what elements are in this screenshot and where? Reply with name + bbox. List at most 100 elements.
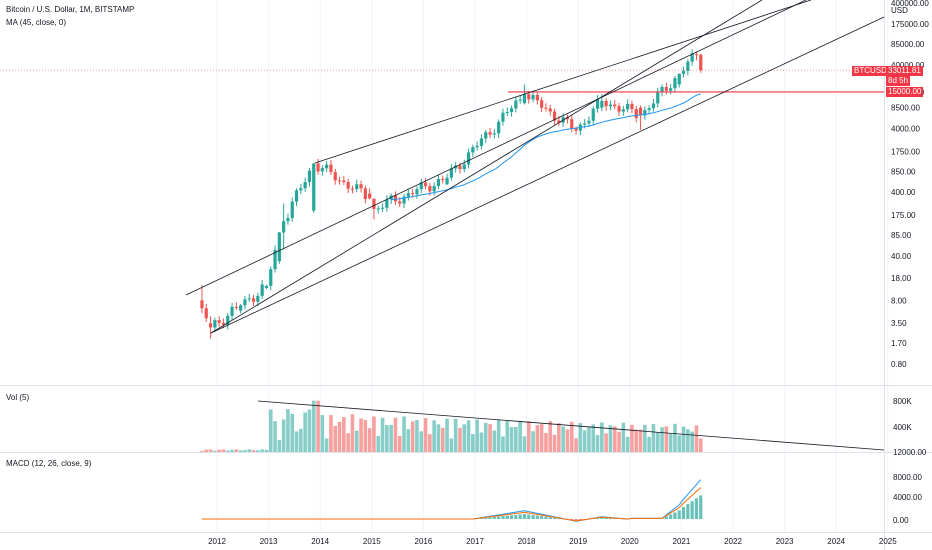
volume-bar — [608, 425, 613, 452]
volume-bar — [367, 428, 372, 452]
candle-body — [445, 177, 449, 185]
volume-bar — [557, 423, 561, 452]
volume-bar — [225, 450, 230, 452]
candle-body — [243, 299, 247, 306]
signal-line — [201, 487, 702, 522]
volume-bar — [354, 430, 359, 452]
macd-legend: MACD (12, 26, close, 9) — [6, 459, 92, 468]
candle-body — [540, 100, 544, 108]
candle-body — [346, 182, 350, 189]
volume-bar — [342, 417, 346, 452]
volume-bar — [698, 438, 703, 452]
volume-bar — [677, 435, 682, 452]
volume-bar — [535, 425, 540, 452]
volume-bar — [526, 421, 531, 452]
volume-bar — [630, 424, 634, 452]
candle-body — [204, 308, 208, 319]
volume-bar — [445, 418, 449, 452]
price-tick-label: USD — [891, 6, 908, 15]
candle-body — [217, 320, 221, 323]
volume-bar — [591, 424, 596, 452]
macd-histogram-bar — [608, 518, 613, 519]
candle-body — [290, 201, 294, 219]
volume-bar — [346, 433, 350, 452]
candle-body — [690, 53, 694, 62]
candle-body — [621, 109, 625, 112]
volume-bar — [221, 449, 226, 452]
volume-bar — [479, 432, 484, 452]
volume-bar — [234, 449, 239, 452]
time-tick-label: 2023 — [776, 537, 794, 546]
volume-bar — [617, 431, 621, 452]
candle-body — [213, 320, 217, 328]
volume-bar — [471, 434, 475, 452]
candle-body — [638, 107, 643, 116]
candle-body — [643, 110, 647, 116]
trendlines[interactable] — [0, 0, 885, 334]
volume-bar — [432, 420, 436, 452]
candle-body — [664, 87, 668, 91]
time-tick-label: 2015 — [363, 537, 381, 546]
candle-body — [570, 119, 574, 129]
volume-bar — [604, 433, 608, 452]
volume-bar — [634, 429, 639, 452]
candle-body — [342, 180, 346, 183]
candle-body — [385, 199, 389, 208]
volume-bar — [337, 421, 342, 452]
macd-histogram-bar — [501, 516, 505, 519]
candle-body — [518, 99, 522, 101]
macd-histogram-bar — [497, 516, 501, 519]
macd-histogram-bar — [669, 514, 673, 519]
candle-body — [548, 108, 552, 112]
candle-body — [359, 184, 363, 189]
macd-histogram-bar — [505, 515, 509, 519]
time-tick-label: 2022 — [724, 537, 742, 546]
candle-body — [449, 168, 453, 178]
macd-histogram-bar — [570, 519, 574, 520]
time-axis[interactable]: 2012 2013 2014 2015 2016 2017 2018 2019 2020 2021… — [208, 537, 897, 546]
candle-body — [208, 323, 213, 328]
time-tick-label: 2020 — [621, 537, 639, 546]
candle-body — [251, 298, 256, 302]
candle-body — [471, 147, 475, 153]
macd-histogram-bar — [613, 518, 617, 519]
volume-bar — [647, 436, 651, 452]
volume-bar — [380, 417, 385, 452]
macd-histogram-bar — [600, 517, 604, 519]
macd-tick-label: 8000.00 — [893, 473, 922, 482]
macd-histogram-bar — [686, 504, 690, 519]
candle-body — [595, 99, 600, 109]
candle-body — [239, 305, 243, 311]
volume-bar — [299, 428, 303, 452]
ma-line — [391, 93, 701, 201]
candle-body — [428, 186, 432, 192]
candle-body — [312, 163, 316, 211]
candle-body — [277, 232, 281, 262]
candle-body — [419, 182, 423, 190]
candle-body — [436, 178, 441, 187]
candle-body — [669, 88, 673, 91]
volume-bar — [316, 400, 320, 452]
volume-bar — [539, 424, 544, 452]
volume-bar — [643, 424, 647, 452]
candle-body — [608, 104, 613, 107]
time-tick-label: 2013 — [260, 537, 278, 546]
volume-bar — [350, 414, 355, 452]
volume-bar — [329, 415, 333, 452]
macd-histogram-bar — [535, 515, 539, 519]
trendline-upper — [185, 0, 807, 296]
volume-bar — [655, 432, 660, 452]
volume-bar — [690, 431, 694, 452]
candle-body — [462, 164, 466, 170]
candle-body — [363, 188, 367, 199]
macd-histogram-bar — [595, 518, 600, 519]
volume-bar — [518, 420, 522, 452]
symbol-tag: BTCUSD — [852, 66, 889, 76]
vol-tick-label: 800K — [893, 397, 912, 406]
macd-histogram-bar — [699, 495, 703, 519]
price-tick-label: 8500.00 — [891, 104, 920, 113]
candle-body — [660, 87, 664, 92]
volume-bar — [453, 418, 458, 452]
candle-body — [294, 190, 299, 202]
